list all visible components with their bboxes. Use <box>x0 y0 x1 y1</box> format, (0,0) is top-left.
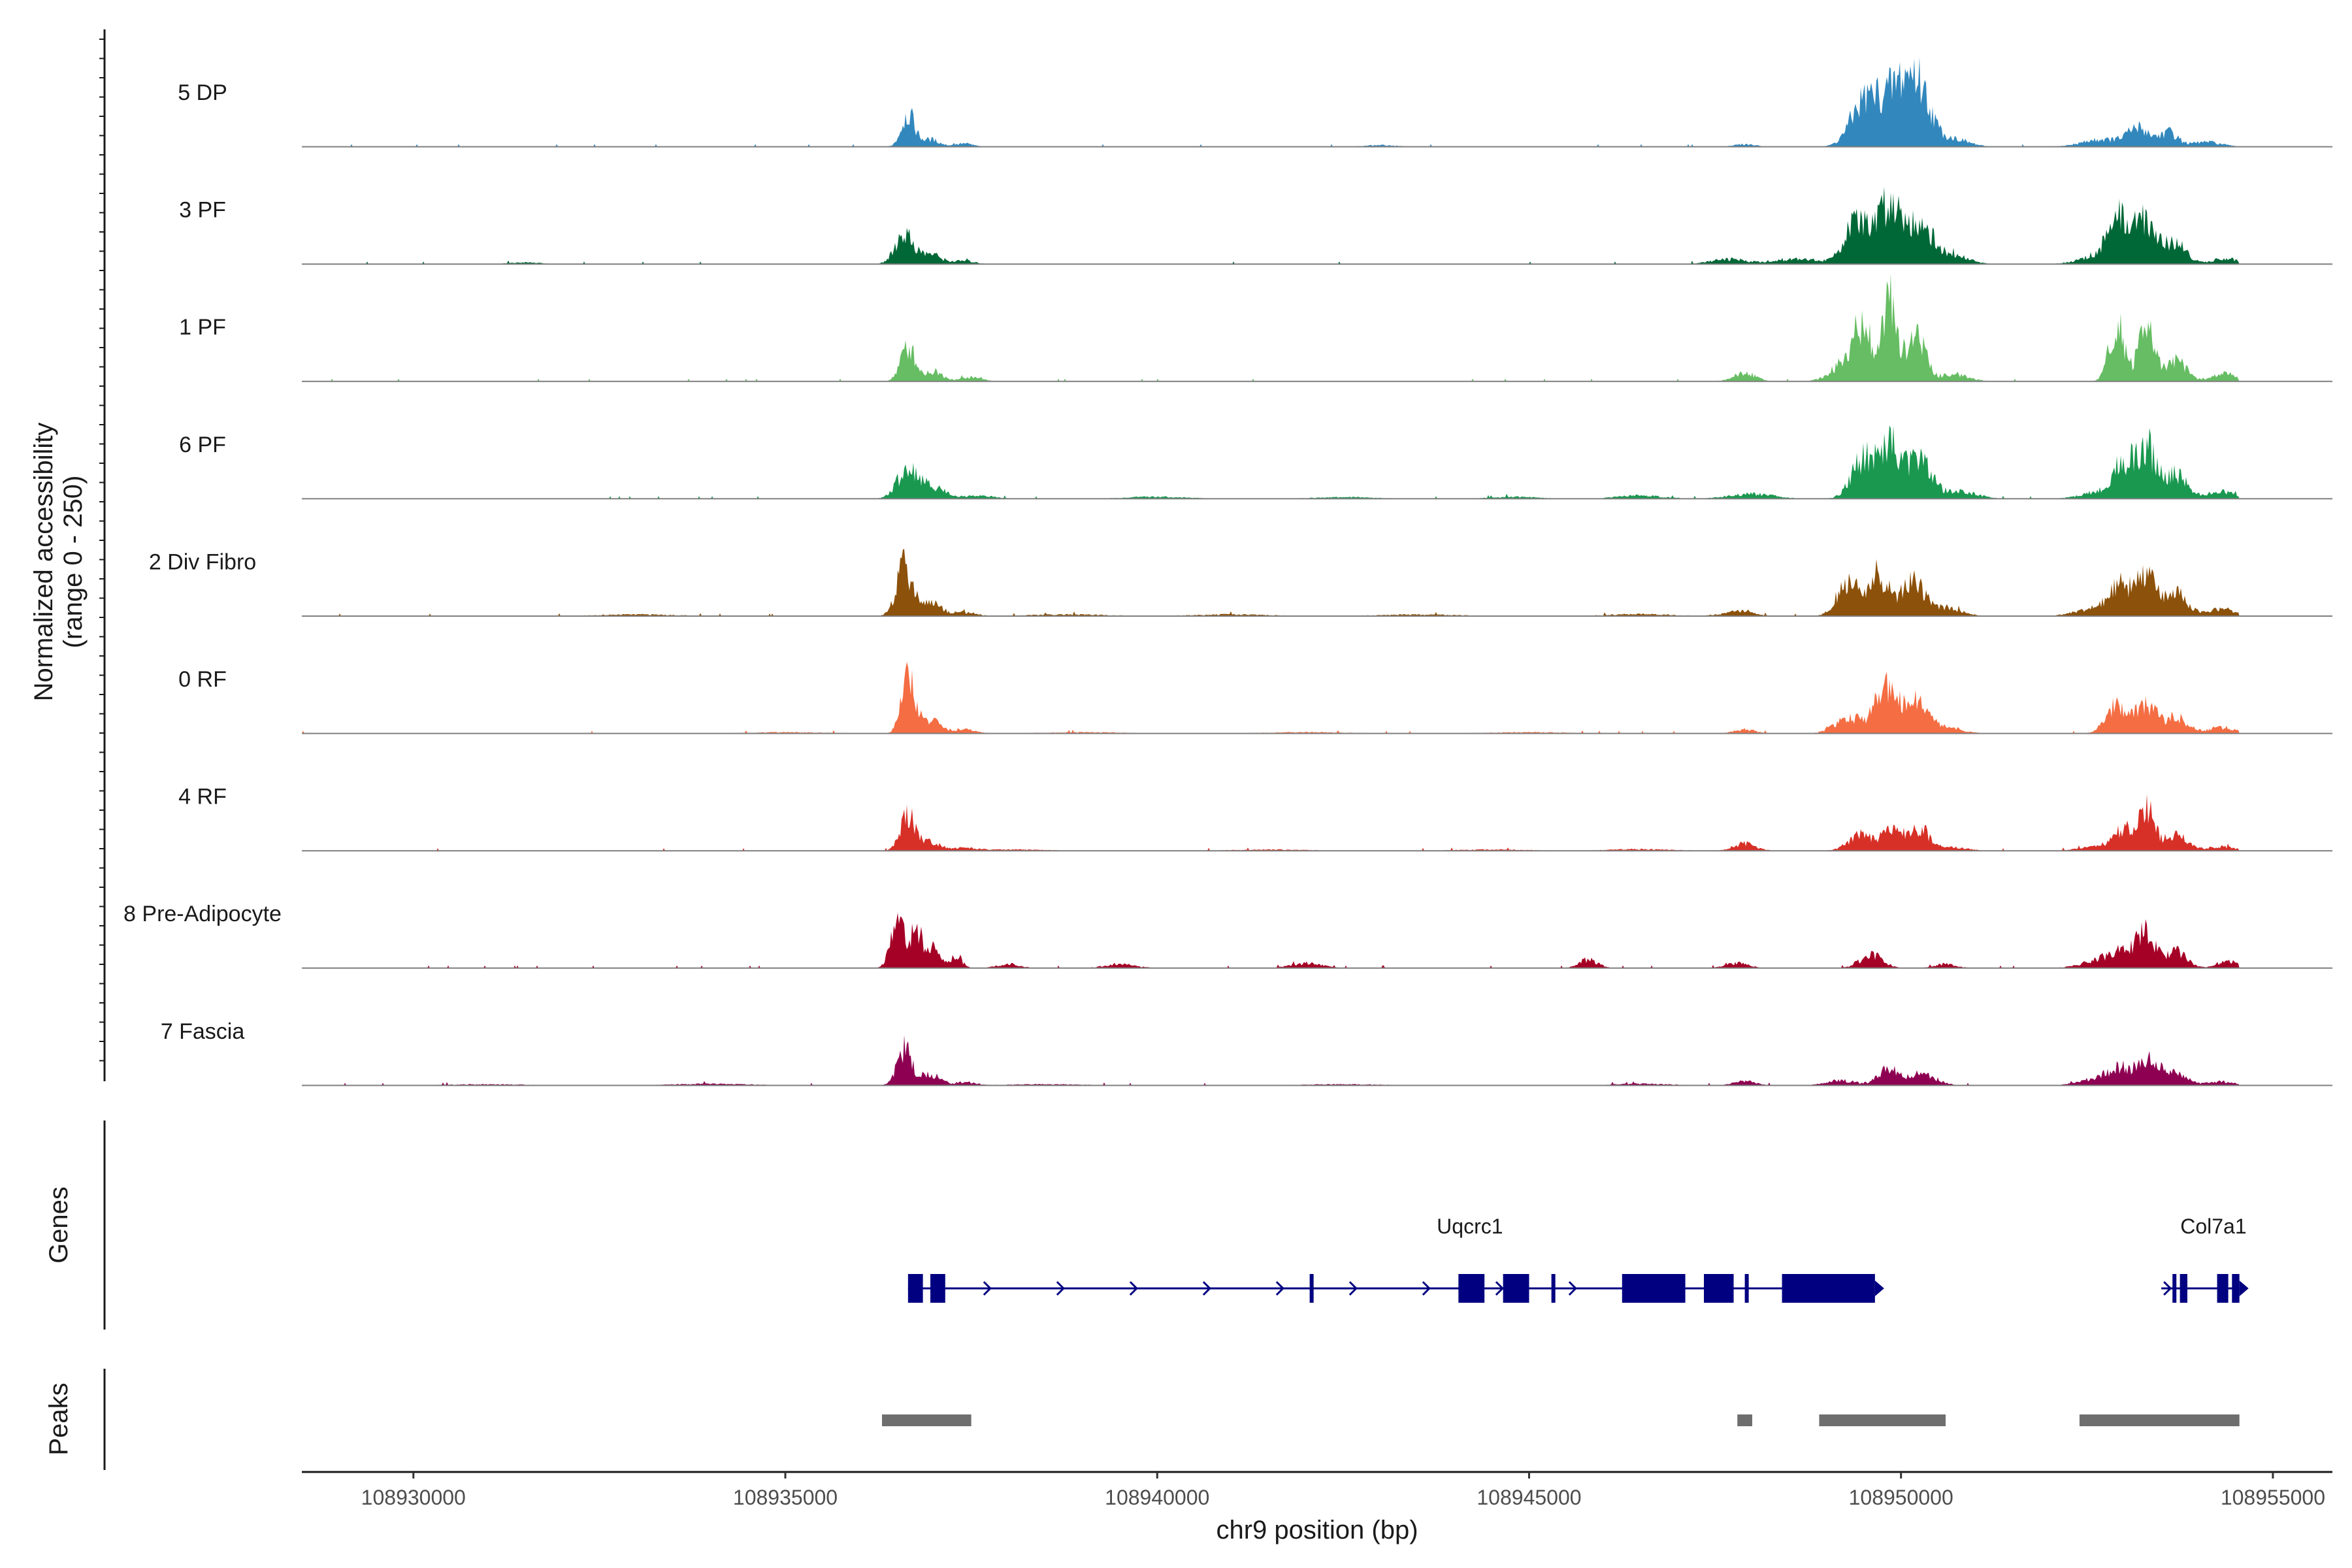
exon <box>1503 1274 1529 1303</box>
coverage-area <box>302 273 2240 382</box>
peak-region <box>2079 1414 2240 1426</box>
x-tick-label: 108945000 <box>1477 1486 1581 1509</box>
track-8-pre-adipocyte: 8 Pre-Adipocyte <box>123 902 2332 969</box>
strand-arrow <box>1568 1281 1577 1296</box>
exon <box>1458 1274 1485 1303</box>
coverage-area <box>302 425 2240 499</box>
x-tick-label: 108935000 <box>733 1486 838 1509</box>
exon <box>1744 1274 1749 1303</box>
x-axis-title: chr9 position (bp) <box>1216 1516 1418 1544</box>
gene-end-arrow <box>2239 1281 2249 1296</box>
track-label: 3 PF <box>179 198 226 223</box>
exon <box>2172 1274 2177 1303</box>
exon <box>2232 1274 2240 1303</box>
exon <box>1704 1274 1734 1303</box>
exon <box>1309 1274 1314 1303</box>
peak-regions <box>882 1414 2240 1426</box>
track-1-pf: 1 PF <box>179 273 2332 382</box>
peak-region <box>1819 1414 1946 1426</box>
x-tick-label: 108950000 <box>1849 1486 1953 1509</box>
exon <box>1782 1274 1875 1303</box>
coverage-y-axis-ticks <box>99 39 105 1062</box>
track-6-pf: 6 PF <box>179 425 2332 500</box>
coverage-area <box>302 1035 2240 1086</box>
strand-arrow <box>2163 1281 2172 1296</box>
exon <box>907 1274 923 1303</box>
track-7-fascia: 7 Fascia <box>161 1019 2332 1086</box>
strand-arrow <box>1495 1281 1504 1296</box>
track-label: 4 RF <box>178 785 227 809</box>
track-label: 5 DP <box>178 80 227 105</box>
strand-arrow <box>1056 1281 1065 1296</box>
x-tick-label: 108955000 <box>2221 1486 2325 1509</box>
strand-arrow <box>1348 1281 1358 1296</box>
track-label: 0 RF <box>178 667 227 692</box>
exon <box>930 1274 945 1303</box>
strand-arrow <box>1422 1281 1431 1296</box>
coverage-area <box>302 913 2240 968</box>
x-tick-label: 108940000 <box>1105 1486 1209 1509</box>
gene-annotation: Uqcrc1 Col7a1 <box>907 1215 2249 1303</box>
x-tick-label: 108930000 <box>361 1486 466 1509</box>
y-axis-title: Normalized accessibility <box>29 423 58 702</box>
x-axis-ticks: 108930000 108935000 108940000 108945000 1089… <box>361 1472 2325 1509</box>
track-3-pf: 3 PF <box>179 186 2332 265</box>
genes-panel-label: Genes <box>44 1186 73 1264</box>
exon <box>2217 1274 2229 1303</box>
y-axis-subtitle: (range 0 - 250) <box>59 476 88 649</box>
exon <box>1551 1274 1556 1303</box>
peaks-panel-label: Peaks <box>44 1382 73 1455</box>
coverage-tracks: 5 DP 3 PF 1 PF 6 PF 2 Div Fibro 0 RF 4 RF 8 Pre… <box>123 57 2332 1086</box>
coverage-area <box>302 186 2240 265</box>
peak-region <box>882 1414 972 1426</box>
exon <box>1622 1274 1686 1303</box>
gene-uqcrc1: Uqcrc1 <box>907 1215 1884 1303</box>
gene-end-arrow <box>1874 1281 1884 1296</box>
peak-region <box>1737 1414 1752 1426</box>
exon <box>2180 1274 2187 1303</box>
strand-arrow <box>1202 1281 1211 1296</box>
track-0-rf: 0 RF <box>178 662 2332 734</box>
gene-col7a1: Col7a1 <box>2161 1215 2249 1303</box>
track-label: 6 PF <box>179 433 226 457</box>
coverage-area <box>302 549 2240 616</box>
strand-arrow <box>1275 1281 1284 1296</box>
gene-label: Col7a1 <box>2180 1215 2246 1238</box>
coverage-area <box>302 662 2240 734</box>
coverage-area <box>302 57 2240 147</box>
track-label: 2 Div Fibro <box>149 549 256 574</box>
track-label: 1 PF <box>179 315 226 340</box>
coverage-area <box>302 794 2240 851</box>
track-2-div-fibro: 2 Div Fibro <box>149 549 2332 617</box>
track-5-dp: 5 DP <box>178 57 2332 148</box>
track-label: 8 Pre-Adipocyte <box>123 902 282 926</box>
track-label: 7 Fascia <box>161 1019 245 1044</box>
gene-label: Uqcrc1 <box>1437 1215 1503 1238</box>
track-4-rf: 4 RF <box>178 785 2332 852</box>
strand-arrow <box>983 1281 992 1296</box>
strand-arrow <box>1129 1281 1138 1296</box>
